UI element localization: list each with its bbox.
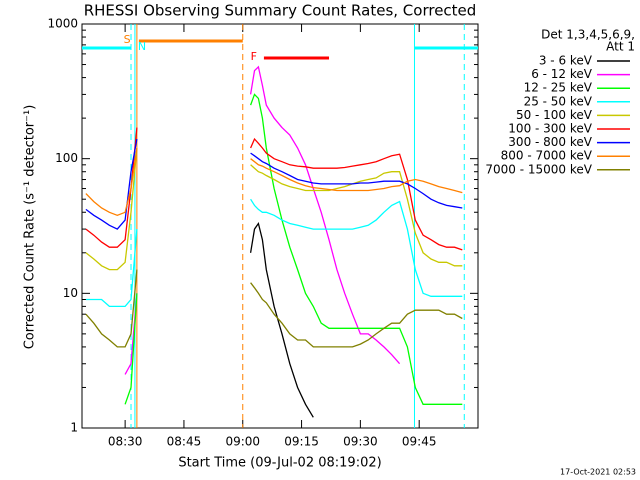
legend-label: 100 - 300 keV bbox=[508, 122, 592, 136]
series-line bbox=[85, 138, 463, 230]
legend-label: 6 - 12 keV bbox=[531, 67, 593, 81]
x-axis-label: Start Time (09-Jul-02 08:19:02) bbox=[178, 456, 381, 471]
chart-title: RHESSI Observing Summary Count Rates, Co… bbox=[84, 2, 477, 20]
annotation: S bbox=[124, 33, 131, 46]
legend-label: 7000 - 15000 keV bbox=[485, 162, 592, 176]
legend-label: 50 - 100 keV bbox=[516, 108, 593, 122]
annotation: F bbox=[251, 50, 257, 63]
plot-frame bbox=[81, 23, 479, 429]
series-line bbox=[85, 198, 463, 308]
footer: 17-Oct-2021 02:53 bbox=[560, 468, 636, 477]
legend-label: 3 - 6 keV bbox=[539, 54, 593, 68]
series-line bbox=[249, 221, 314, 418]
legend-label: 800 - 7000 keV bbox=[501, 149, 593, 163]
series-line bbox=[124, 93, 463, 405]
x-tick-label: 09:00 bbox=[225, 435, 260, 449]
legend-label: 12 - 25 keV bbox=[524, 81, 593, 95]
x-tick-label: 08:45 bbox=[167, 435, 202, 449]
y-tick-label: 1000 bbox=[47, 17, 78, 31]
series-line bbox=[85, 147, 463, 271]
annotation: N bbox=[138, 40, 146, 53]
x-tick-label: 09:30 bbox=[343, 435, 378, 449]
series-line bbox=[85, 147, 463, 216]
x-tick-label: 09:45 bbox=[402, 435, 437, 449]
y-tick-label: 1 bbox=[70, 421, 78, 435]
x-tick-label: 09:15 bbox=[284, 435, 319, 449]
y-tick-label: 100 bbox=[55, 151, 78, 165]
series-line bbox=[85, 127, 463, 251]
legend-label: 300 - 800 keV bbox=[508, 135, 592, 149]
legend-title: Att 1 bbox=[606, 40, 635, 54]
x-tick-label: 08:30 bbox=[108, 435, 143, 449]
legend-title: Det 1,3,4,5,6,9, bbox=[541, 28, 635, 42]
legend-label: 25 - 50 keV bbox=[524, 94, 593, 108]
series-line bbox=[85, 269, 463, 348]
y-tick-label: 10 bbox=[63, 286, 78, 300]
y-axis-label: Corrected Count Rate (s⁻¹ detector⁻¹) bbox=[23, 105, 38, 350]
